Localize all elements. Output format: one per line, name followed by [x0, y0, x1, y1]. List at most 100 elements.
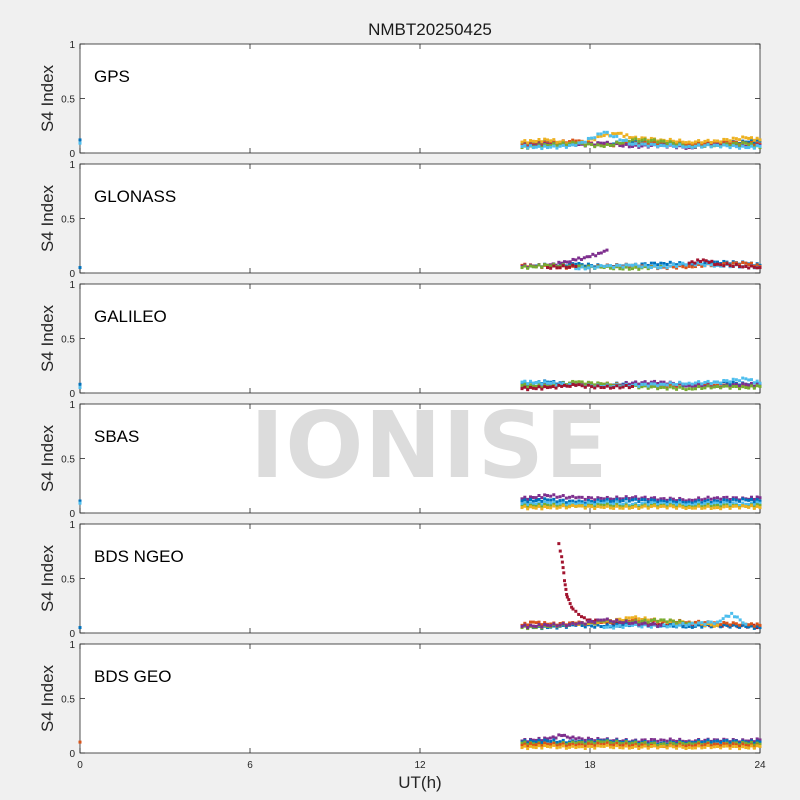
data-point [558, 264, 562, 268]
data-point [690, 498, 694, 502]
data-point [615, 265, 619, 269]
data-point [725, 742, 729, 746]
data-point [543, 143, 547, 147]
data-point [612, 739, 616, 743]
data-point [744, 141, 748, 145]
data-point [543, 385, 547, 389]
data-point [549, 498, 553, 502]
data-point [687, 144, 691, 148]
data-point [659, 261, 663, 265]
data-point [523, 144, 527, 148]
data-point [684, 747, 688, 751]
series [520, 493, 762, 503]
data-point [684, 624, 688, 628]
series [520, 617, 663, 629]
x-tick-label: 12 [414, 760, 426, 771]
data-point [728, 625, 732, 629]
y-axis-label: S4 Index [38, 64, 57, 132]
data-point [562, 571, 566, 575]
data-point [602, 249, 606, 253]
data-point [693, 142, 697, 146]
data-point [649, 141, 653, 145]
data-point [637, 746, 641, 750]
data-point [593, 742, 597, 746]
data-point [750, 142, 753, 146]
data-point [649, 501, 653, 505]
data-point [712, 385, 716, 389]
data-point [653, 382, 657, 386]
data-point [543, 738, 547, 742]
data-point [687, 140, 691, 144]
data-point [580, 502, 584, 506]
data-point [534, 387, 538, 391]
data-point [618, 497, 622, 501]
data-point [520, 497, 524, 501]
data-point [605, 381, 609, 385]
data-point [700, 385, 704, 389]
data-point [631, 136, 634, 140]
data-point [520, 387, 524, 391]
data-point [717, 624, 721, 628]
data-point [586, 744, 590, 748]
data-point [747, 383, 751, 387]
data-point [574, 139, 578, 143]
data-point [596, 141, 600, 145]
data-point [615, 624, 619, 628]
data-point [561, 744, 565, 748]
data-point [537, 504, 541, 508]
data-point [574, 496, 578, 500]
data-point [733, 615, 736, 619]
data-point [571, 499, 575, 503]
data-point [665, 620, 669, 624]
data-point [642, 621, 646, 625]
data-point [605, 264, 609, 268]
data-point [671, 622, 675, 626]
data-point [546, 266, 549, 270]
y-tick-label: 0 [69, 389, 75, 400]
data-point [719, 500, 723, 504]
data-point [681, 386, 685, 390]
data-point [659, 618, 663, 622]
data-point [706, 138, 710, 142]
data-point [738, 741, 742, 745]
data-point [624, 619, 628, 623]
data-point [621, 265, 625, 269]
data-point [540, 503, 544, 507]
data-point [646, 384, 650, 388]
data-point [621, 144, 625, 148]
data-point [529, 623, 532, 627]
data-point [690, 387, 694, 391]
data-point [526, 744, 530, 748]
data-point [546, 138, 549, 142]
data-point [596, 504, 600, 508]
data-point [621, 506, 625, 510]
data-point [580, 140, 584, 144]
data-point [563, 383, 566, 387]
data-point [728, 500, 732, 504]
data-point [629, 623, 633, 627]
data-point [523, 498, 527, 502]
data-point [602, 742, 606, 746]
data-point [668, 385, 672, 389]
data-point [665, 383, 669, 387]
data-point [725, 379, 729, 383]
data-point [554, 386, 558, 390]
data-point [723, 622, 727, 626]
data-point [551, 735, 555, 739]
data-point [675, 624, 679, 628]
data-point [529, 497, 532, 501]
data-point [537, 385, 541, 389]
data-point [684, 622, 688, 626]
data-point [568, 740, 572, 744]
data-point [656, 498, 660, 502]
data-point [734, 137, 738, 141]
data-point [529, 505, 532, 509]
data-point [543, 622, 547, 626]
data-point [608, 386, 612, 390]
data-point [744, 382, 748, 386]
data-point [752, 626, 756, 630]
data-point [700, 264, 704, 268]
data-point [631, 498, 634, 502]
data-point [709, 625, 713, 629]
data-point [577, 262, 581, 266]
